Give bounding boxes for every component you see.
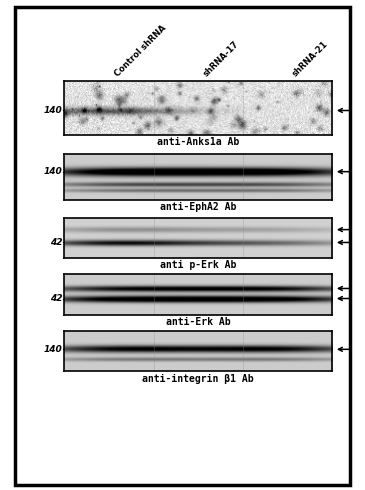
Text: anti-Anks1a Ab: anti-Anks1a Ab bbox=[157, 137, 239, 147]
Text: shRNA-21: shRNA-21 bbox=[290, 39, 329, 78]
Text: anti-Erk Ab: anti-Erk Ab bbox=[166, 317, 230, 327]
Text: 140: 140 bbox=[43, 167, 62, 176]
Text: Control shRNA: Control shRNA bbox=[113, 24, 168, 78]
Text: anti-integrin β1 Ab: anti-integrin β1 Ab bbox=[142, 374, 254, 384]
Text: anti-EphA2 Ab: anti-EphA2 Ab bbox=[160, 202, 236, 212]
Text: shRNA-17: shRNA-17 bbox=[201, 39, 241, 78]
Text: anti p-Erk Ab: anti p-Erk Ab bbox=[160, 260, 236, 270]
Text: 42: 42 bbox=[50, 294, 62, 303]
Text: 140: 140 bbox=[43, 106, 62, 115]
Text: 42: 42 bbox=[50, 238, 62, 247]
Text: 140: 140 bbox=[43, 345, 62, 354]
